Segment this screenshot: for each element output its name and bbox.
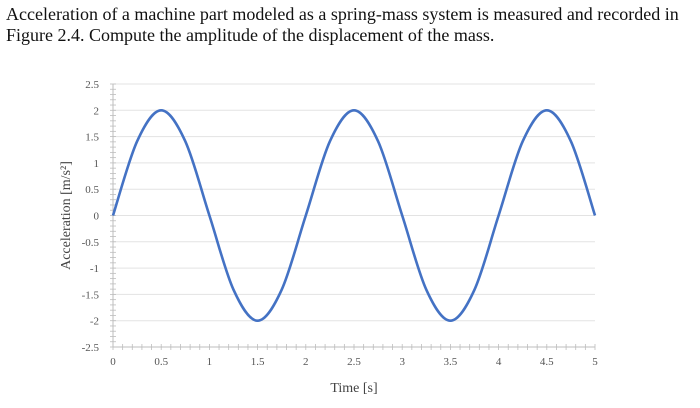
x-tick-label: 4 [496, 356, 502, 368]
x-tick-label: 3 [399, 356, 405, 368]
y-tick-label: 1.5 [85, 132, 99, 144]
x-tick-label: 1.5 [251, 356, 265, 368]
y-tick-label: -1 [90, 263, 99, 275]
y-tick-label: 0.5 [85, 184, 99, 196]
y-tick-label: 2 [94, 105, 100, 117]
y-axis-title: Acceleration [m/s²] [59, 161, 74, 270]
acceleration-series-line [111, 109, 597, 322]
x-tick-label: 2 [303, 356, 309, 368]
x-tick-label: 0.5 [154, 356, 168, 368]
y-tick-label: 1 [94, 158, 100, 170]
question-text: Acceleration of a machine part modeled a… [6, 4, 679, 45]
y-tick-label: -0.5 [82, 237, 100, 249]
y-tick-label: -1.5 [82, 289, 100, 301]
y-tick-label: -2 [90, 316, 99, 328]
y-tick-label: 0 [94, 211, 100, 223]
series [111, 109, 597, 322]
x-axis-title: Time [s] [330, 381, 377, 396]
tick-labels: 2.5 2 1.5 1 0.5 0 -0.5 -1 -1.5 -2 -2.5 0 0.5 1 1.5 2 2.5… [82, 79, 599, 368]
x-tick-label: 5 [592, 356, 598, 368]
x-tick-label: 1 [207, 356, 213, 368]
grid-lines [113, 83, 595, 348]
x-tick-label: 0 [110, 356, 116, 368]
y-tick-label: -2.5 [82, 342, 100, 354]
x-tick-label: 3.5 [444, 356, 458, 368]
x-tick-label: 2.5 [347, 356, 361, 368]
x-tick-label: 4.5 [540, 356, 554, 368]
y-tick-label: 2.5 [85, 79, 99, 91]
axes [110, 83, 596, 350]
